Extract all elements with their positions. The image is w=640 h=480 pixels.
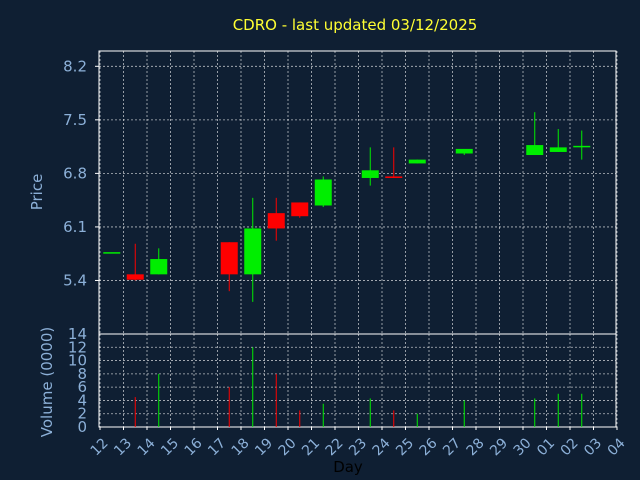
price-tick-label: 7.5 (63, 111, 87, 129)
candle (549, 129, 567, 152)
price-gridlines (99, 51, 618, 334)
price-tick-label: 6.1 (63, 218, 87, 236)
volume-tick-label: 12 (68, 338, 87, 356)
candle-body (455, 148, 473, 154)
candle-body (267, 213, 285, 229)
x-axis-label: Day (333, 458, 363, 476)
candle (220, 242, 238, 292)
candle-body (526, 145, 544, 156)
volume-tick-label: 14 (68, 325, 87, 343)
candle (455, 148, 473, 156)
candle (103, 252, 121, 254)
volume-tick-label: 8 (77, 365, 87, 383)
volume-gridlines (99, 333, 618, 428)
candle-body (291, 202, 309, 217)
candle-body (126, 274, 144, 280)
price-tick-label: 5.4 (63, 271, 87, 289)
candle (244, 197, 262, 302)
candle (408, 159, 426, 164)
price-tick-label: 8.2 (63, 57, 87, 75)
candle (314, 176, 332, 208)
candle-body (385, 176, 403, 178)
candle (291, 202, 309, 218)
candle (526, 112, 544, 156)
volume-tick-label: 4 (77, 391, 87, 409)
volume-tick-label: 6 (77, 378, 87, 396)
candle-body (573, 145, 591, 148)
candle (361, 147, 379, 186)
candle-body (408, 159, 426, 164)
candle (150, 248, 168, 275)
candle-body (220, 242, 238, 275)
volume-panel-frame (98, 333, 617, 428)
candle (385, 147, 403, 178)
candle-body (244, 228, 262, 275)
volume-axis-label: Volume (0000) (38, 327, 56, 437)
price-tick-label: 6.8 (63, 164, 87, 182)
candle (267, 197, 285, 241)
candle-body (314, 179, 332, 206)
volume-tick-label: 10 (68, 352, 87, 370)
volume-tick-label: 2 (77, 405, 87, 423)
chart-title: CDRO - last updated 03/12/2025 (233, 16, 478, 34)
volume-tick-label: 0 (77, 418, 87, 436)
candle (126, 243, 144, 281)
candle-body (361, 170, 379, 178)
price-axis-label: Price (28, 174, 46, 211)
candlestick-series (103, 112, 591, 302)
candle-body (103, 252, 121, 254)
candle-body (549, 147, 567, 152)
volume-series (134, 347, 583, 427)
candle-body (150, 259, 168, 275)
candle (573, 130, 591, 160)
price-tick-labels: 8.2 7.5 6.8 6.1 5.4 (63, 57, 99, 289)
